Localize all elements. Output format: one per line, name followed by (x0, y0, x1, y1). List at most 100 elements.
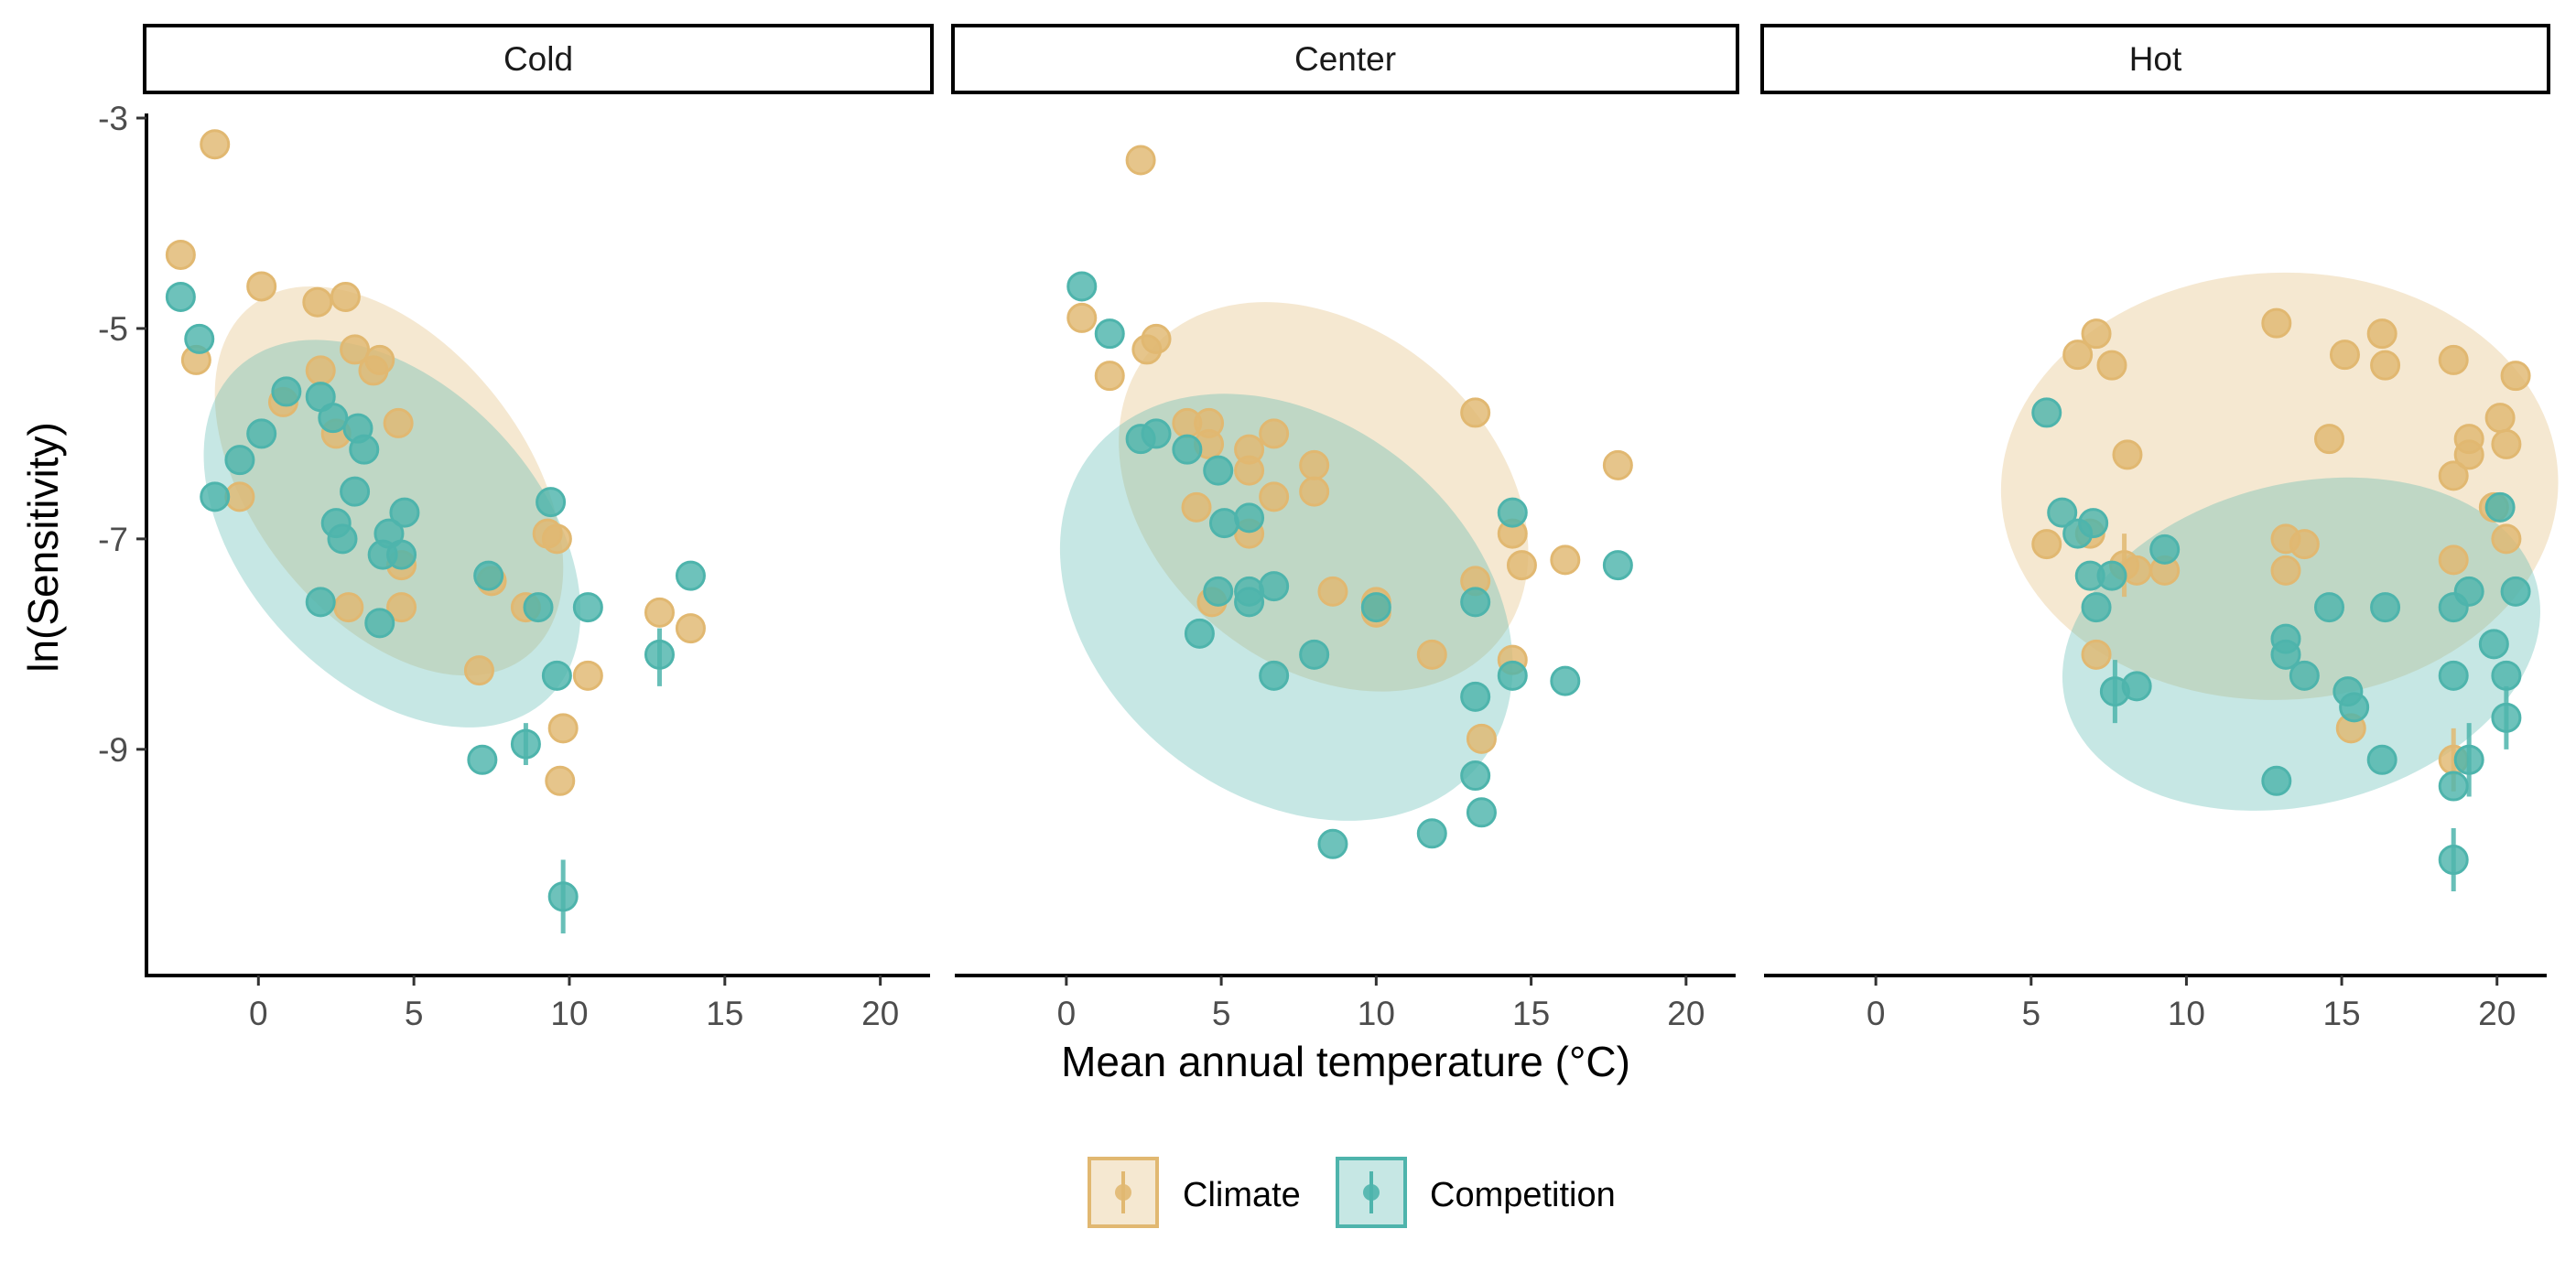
data-point-competition-cold (349, 434, 380, 465)
data-point-competition-center (1416, 818, 1447, 849)
data-point-climate-cold (333, 592, 364, 623)
data-point-competition-hot (2438, 771, 2469, 802)
data-point-competition-center (1460, 681, 1491, 712)
data-point-climate-hot (2438, 544, 2469, 576)
data-point-climate-hot (2370, 350, 2401, 381)
facet-strip-label-center: Center (1294, 40, 1396, 78)
data-point-climate-hot (2500, 361, 2531, 392)
data-point-competition-center (1360, 592, 1391, 623)
data-point-climate-hot (2289, 529, 2320, 560)
confidence-ellipse-competition-center (1059, 394, 1513, 821)
data-point-competition-center (1299, 639, 1330, 670)
y-tick-label: -5 (98, 310, 128, 348)
x-tick-label: 0 (1867, 995, 1886, 1032)
data-point-climate-center (1460, 397, 1491, 428)
data-point-competition-hot (2438, 845, 2469, 876)
data-point-climate-hot (2438, 344, 2469, 375)
data-point-competition-cold (200, 481, 231, 512)
data-point-competition-cold (473, 560, 504, 591)
data-point-climate-center (1550, 544, 1581, 576)
data-point-competition-hot (2339, 692, 2370, 723)
data-point-competition-center (1460, 760, 1491, 792)
data-point-climate-cold (224, 481, 255, 512)
data-point-climate-hot (2491, 523, 2522, 555)
data-point-competition-hot (2031, 397, 2062, 428)
x-tick-label: 15 (706, 995, 743, 1032)
legend-label-climate: Climate (1183, 1176, 1301, 1214)
data-point-competition-center (1234, 587, 1265, 618)
data-point-competition-cold (165, 281, 196, 312)
facet-panel-hot: Hot 0 5 10 15 20 (1760, 24, 2559, 1032)
x-tick-label: 5 (405, 995, 424, 1032)
data-point-competition-cold (224, 445, 255, 476)
data-point-competition-center (1497, 660, 1528, 691)
data-point-climate-hot (2314, 424, 2344, 455)
data-point-competition-center (1317, 828, 1348, 859)
data-point-competition-center (1172, 434, 1203, 465)
legend: Climate Competition (1088, 1157, 1616, 1228)
data-point-climate-cold (383, 407, 414, 438)
data-point-competition-center (1203, 455, 1234, 486)
data-point-climate-hot (2031, 529, 2062, 560)
legend-key-climate (1088, 1157, 1159, 1228)
data-point-climate-center (1259, 481, 1290, 512)
data-point-competition-center (1460, 587, 1491, 618)
data-point-competition-cold (184, 323, 215, 354)
data-point-competition-cold (467, 744, 498, 775)
data-point-climate-hot (2261, 307, 2292, 339)
data-point-climate-cold (386, 592, 417, 623)
data-point-climate-cold (302, 286, 333, 318)
data-point-competition-cold (510, 728, 541, 760)
data-point-climate-cold (305, 355, 336, 386)
facet-strip-label-cold: Cold (503, 40, 573, 78)
data-point-competition-center (1466, 797, 1497, 828)
data-point-competition-hot (2453, 744, 2484, 775)
data-point-competition-cold (318, 403, 349, 434)
data-point-competition-hot (2478, 629, 2509, 660)
data-point-climate-center (1259, 418, 1290, 449)
data-point-climate-cold (675, 613, 706, 644)
data-point-competition-hot (2149, 534, 2181, 565)
data-point-climate-cold (572, 660, 603, 691)
data-point-climate-cold (165, 239, 196, 270)
data-point-competition-cold (675, 560, 706, 591)
facet-panel-center: Center 0 5 10 15 20 (951, 24, 1739, 1032)
data-point-competition-center (1497, 497, 1528, 528)
data-point-competition-center (1141, 418, 1172, 449)
data-point-climate-cold (545, 765, 576, 796)
confidence-ellipse-competition-hot (2062, 477, 2540, 811)
data-point-competition-hot (2438, 660, 2469, 691)
data-point-competition-hot (2366, 744, 2397, 775)
data-point-competition-cold (386, 539, 417, 570)
x-tick-label: 10 (2168, 995, 2205, 1032)
data-point-competition-cold (547, 881, 579, 912)
data-point-competition-cold (644, 639, 675, 670)
data-point-climate-center (1181, 491, 1212, 523)
data-point-competition-cold (364, 608, 395, 639)
data-point-climate-hot (2438, 460, 2469, 491)
data-point-competition-cold (327, 523, 358, 555)
data-point-climate-hot (2453, 439, 2484, 470)
legend-key-competition (1336, 1157, 1407, 1228)
data-point-climate-cold (340, 334, 371, 365)
data-point-competition-hot (2491, 660, 2522, 691)
data-point-competition-hot (2078, 508, 2109, 539)
data-point-climate-center (1317, 576, 1348, 607)
data-point-competition-cold (536, 487, 567, 518)
data-point-competition-center (1259, 571, 1290, 602)
data-point-climate-hot (2096, 350, 2127, 381)
x-tick-label: 0 (1057, 995, 1077, 1032)
facets-layer: Cold 0 5 10 15 20 -3 -5 -7 -9 Center 0 5 10 15 20 Hot 0 5 1… (98, 24, 2559, 1032)
y-tick-label: -9 (98, 731, 128, 769)
data-point-climate-center (1466, 723, 1497, 754)
x-tick-label: 20 (861, 995, 899, 1032)
data-point-competition-cold (389, 497, 420, 528)
data-point-competition-hot (2081, 592, 2112, 623)
x-tick-label: 20 (1667, 995, 1705, 1032)
data-point-climate-center (1094, 361, 1125, 392)
data-point-climate-hot (2491, 428, 2522, 459)
x-tick-label: 10 (1358, 995, 1395, 1032)
data-point-climate-hot (2366, 318, 2397, 350)
